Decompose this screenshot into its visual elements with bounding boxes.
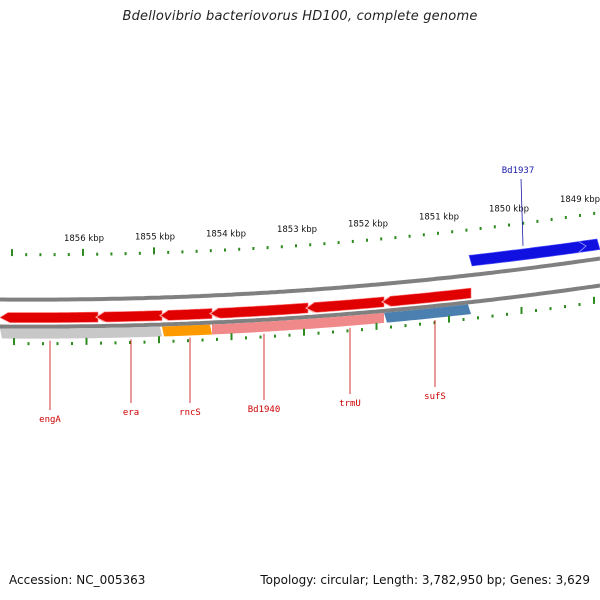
map-title: Bdellovibrio bacteriovorus HD100, comple… [122, 9, 478, 24]
gene-label-trmu: trmU [339, 399, 361, 409]
gene-bd1940[interactable] [209, 302, 309, 319]
gene-label-enga: engA [39, 415, 61, 425]
scale-label: 1852 kbp [348, 220, 388, 230]
gene-enga[interactable] [0, 311, 99, 323]
gene-era[interactable] [95, 310, 163, 323]
gene-sufs[interactable] [381, 287, 472, 307]
gene-label-rncs: rncS [179, 408, 201, 418]
scale-label: 1853 kbp [277, 225, 317, 235]
scale-label: 1851 kbp [419, 213, 459, 223]
category-track-segment [162, 324, 212, 337]
gene-arrow-tip [95, 311, 105, 323]
backbone-outer [0, 256, 600, 302]
gene-label-sufs: sufS [424, 392, 446, 402]
gene-label-line [520, 178, 524, 246]
gene-bd1937[interactable] [468, 238, 600, 267]
backbone-inner [0, 283, 600, 329]
gene-trmu[interactable] [305, 296, 385, 313]
gene-arrow-tip [209, 307, 219, 319]
genome-stats-label: Topology: circular; Length: 3,782,950 bp… [260, 573, 590, 587]
gene-arrow-tip [381, 295, 391, 307]
scale-label: 1855 kbp [135, 232, 175, 242]
gene-arrow-tip [159, 309, 169, 321]
category-track-segment [212, 312, 384, 335]
gene-arrow-tip [577, 240, 587, 254]
scale-label: 1849 kbp [560, 195, 600, 205]
category-track-segment [384, 304, 471, 323]
scale-label: 1850 kbp [489, 205, 529, 215]
category-track-segment [0, 326, 162, 339]
scale-label: 1854 kbp [206, 229, 246, 239]
gene-label-bd1940: Bd1940 [248, 405, 281, 415]
gene-rncs[interactable] [159, 308, 213, 321]
gene-label-bd1937: Bd1937 [502, 166, 535, 176]
accession-label: Accession: NC_005363 [9, 573, 146, 587]
scale-label: 1856 kbp [64, 234, 104, 244]
gene-arrow-tip [305, 302, 315, 313]
gene-label-era: era [123, 408, 139, 418]
